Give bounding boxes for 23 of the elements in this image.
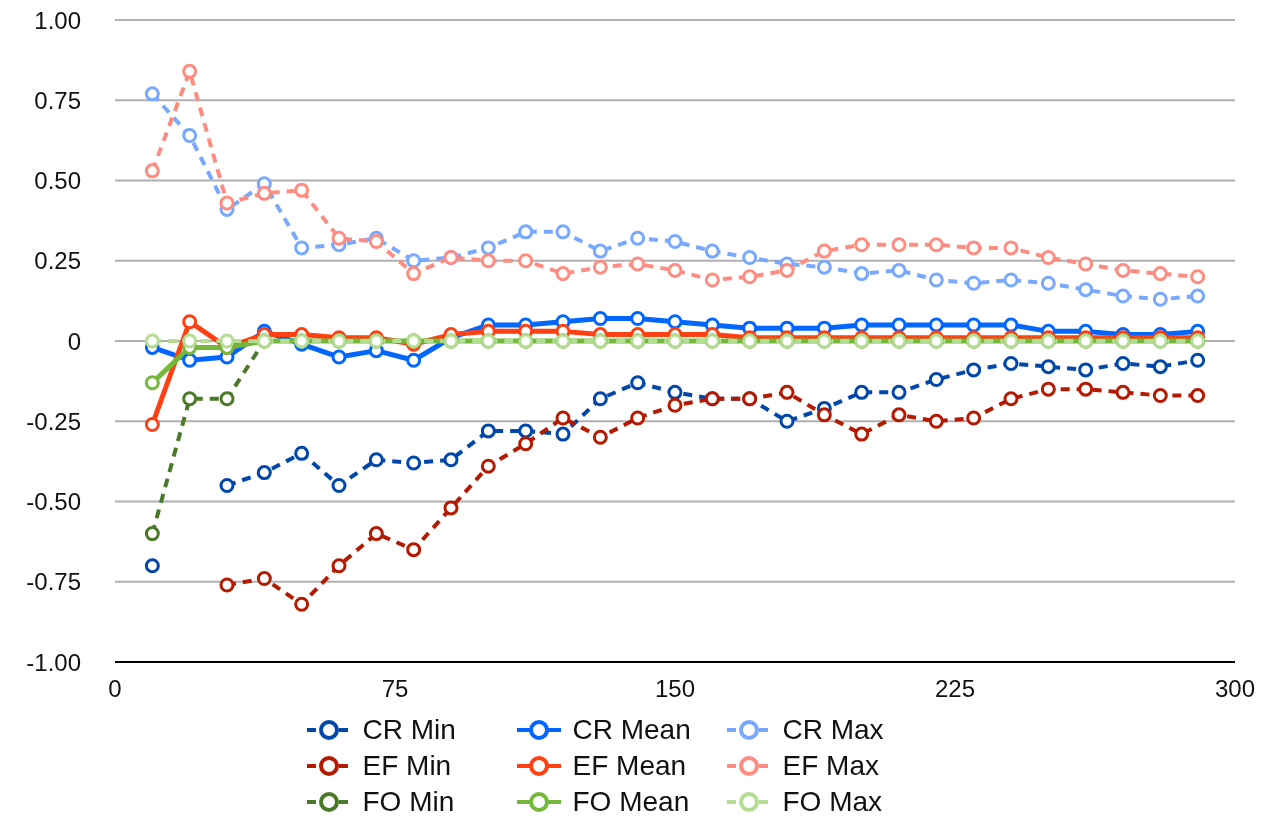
y-tick-label: -0.25 — [26, 407, 81, 435]
y-tick-label: 0.50 — [34, 167, 81, 195]
legend-label: FO Min — [362, 786, 455, 818]
y-tick-label: -0.75 — [26, 568, 81, 596]
x-tick-label: 150 — [654, 675, 696, 703]
y-tick-label: 1.00 — [34, 6, 81, 34]
legend-label: CR Mean — [572, 714, 691, 746]
legend-label: FO Mean — [572, 786, 690, 818]
legend-label: FO Max — [782, 786, 883, 818]
y-tick-label: 0.25 — [34, 247, 81, 275]
y-tick-label: -0.50 — [26, 488, 81, 516]
y-tick-label: -1.00 — [26, 648, 81, 676]
x-tick-label: 0 — [108, 675, 122, 703]
legend-label: EF Mean — [572, 750, 687, 782]
y-tick-label: 0 — [67, 327, 81, 355]
legend-label: CR Min — [362, 714, 456, 746]
legend-label: CR Max — [782, 714, 884, 746]
x-tick-label: 75 — [381, 675, 409, 703]
y-tick-label: 0.75 — [34, 86, 81, 114]
legend-label: EF Max — [782, 750, 879, 782]
x-tick-label: 225 — [934, 675, 976, 703]
x-tick-label: 300 — [1214, 675, 1256, 703]
legend-label: EF Min — [362, 750, 452, 782]
